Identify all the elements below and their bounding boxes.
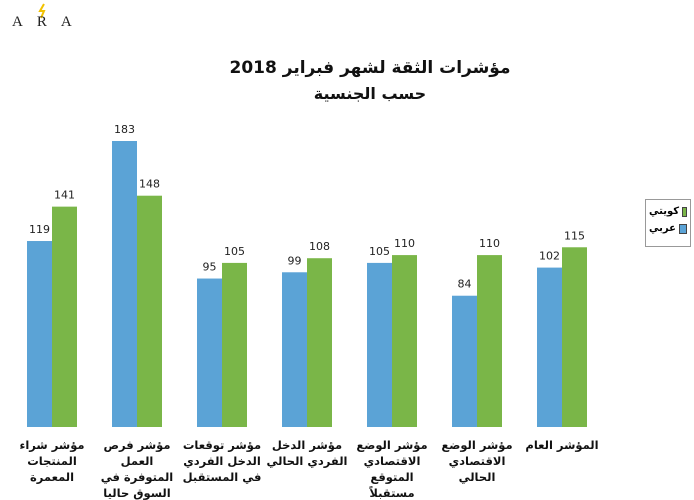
- bar: [562, 247, 587, 427]
- value-label: 148: [139, 178, 160, 191]
- bar: [222, 262, 247, 427]
- legend-label: عربي: [649, 223, 676, 234]
- bar: [307, 258, 332, 427]
- value-label: 99: [288, 254, 302, 267]
- value-label: 102: [539, 250, 560, 263]
- x-tick-label: مؤشر شراء المنتجات المعمرة: [19, 438, 85, 484]
- value-label: 119: [29, 223, 50, 236]
- value-label: 110: [394, 237, 415, 250]
- value-label: 84: [458, 278, 472, 291]
- value-label: 115: [564, 229, 585, 242]
- bar: [197, 278, 222, 427]
- x-tick-label: مؤشر الوضع الاقتصادي المتوقع مستقبلاً: [356, 438, 428, 500]
- value-label: 105: [224, 245, 245, 258]
- bar: [112, 141, 137, 427]
- x-tick-label: مؤشر الدخل الفردي الحالي: [266, 438, 348, 468]
- x-tick-label: مؤشر الوضع الاقتصادي الحالي: [441, 438, 513, 484]
- bar: [537, 267, 562, 427]
- chart-subtitle: حسب الجنسية: [313, 84, 427, 103]
- bar: [282, 272, 307, 427]
- legend-swatch: [682, 206, 687, 217]
- bar: [52, 206, 77, 427]
- bar: [137, 195, 162, 427]
- x-tick-label: مؤشر فرص العمل المتوفرة في السوق حاليا: [100, 438, 174, 500]
- value-label: 141: [54, 189, 75, 202]
- x-tick-label: المؤشر العام: [525, 438, 599, 452]
- value-label: 183: [114, 123, 135, 136]
- value-label: 108: [309, 240, 330, 253]
- legend-swatch: [678, 223, 687, 234]
- logo-bolt: [38, 3, 46, 19]
- legend-label: كويتي: [649, 206, 680, 217]
- bar: [477, 255, 502, 427]
- bar: [367, 262, 392, 427]
- value-label: 105: [369, 245, 390, 258]
- legend-item: كويتي: [649, 206, 687, 217]
- x-tick-label: مؤشر توقعات الدخل الفردي في المستقبل: [182, 438, 262, 484]
- chart-title: مؤشرات الثقة لشهر فبراير 2018: [229, 58, 511, 78]
- legend: كويتي عربي: [645, 199, 691, 247]
- bar: [392, 255, 417, 427]
- bar: [452, 295, 477, 427]
- legend-item: عربي: [649, 223, 687, 234]
- value-label: 95: [203, 261, 217, 274]
- logo: ARA: [12, 14, 86, 30]
- bar: [27, 241, 52, 427]
- value-label: 110: [479, 237, 500, 250]
